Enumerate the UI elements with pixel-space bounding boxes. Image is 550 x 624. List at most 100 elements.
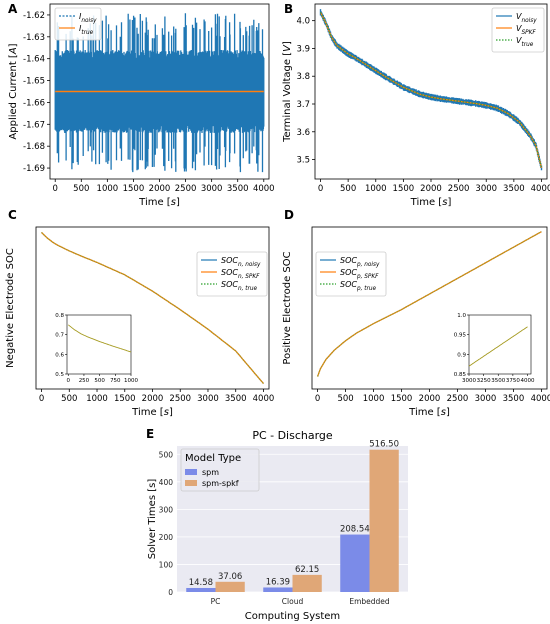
x-tick-label: 1500 [391,394,413,404]
chart-title: PC - Discharge [252,429,333,442]
inset-y-tick-label: 0.7 [55,333,64,339]
bar-data-label: 37.06 [218,572,242,582]
y-axis-label: Applied Current [A] [8,43,19,139]
x-tick-label: 1500 [123,184,145,194]
bar-data-label: 14.58 [189,578,213,588]
inset-x-tick-label: 500 [94,378,105,384]
legend-entry: Vtrue [516,36,534,48]
x-tick-label: 0 [39,394,44,404]
bar-spm-cloud [263,587,293,592]
legend-box [196,251,268,297]
y-tick-label: -1.62 [23,11,45,21]
y-tick-label: 4.0 [296,17,310,27]
x-tick-label: 4000 [253,394,275,404]
legend-entry: Itrue [79,24,94,36]
x-tick-label: 3500 [227,184,249,194]
inset-x-tick-label: 3500 [491,378,505,384]
y-tick-label: -1.63 [23,33,45,43]
inset-frame [66,314,132,375]
y-tick-label: -1.68 [23,142,45,152]
y-tick-label: -1.67 [23,120,45,130]
x-tick-label: Cloud [282,597,304,606]
panel-label-c: C [8,208,17,222]
panel-label-b: B [284,2,293,16]
legend-entry: VSPKF [516,24,536,36]
inset-x-tick-label: 1000 [124,378,138,384]
legend-box [54,7,102,41]
x-tick-label: 1000 [363,394,385,404]
x-tick-label: 2500 [447,394,469,404]
y-axis-label: Negative Electrode SOC [5,248,16,368]
x-tick-label: 3500 [503,184,525,194]
inset-y-tick-label: 0.95 [454,333,467,339]
x-tick-label: 3000 [475,394,497,404]
bar-data-label: 516.50 [369,440,399,450]
legend-swatch [185,469,197,475]
x-axis-label: Time [s] [410,197,452,208]
y-tick-label: 300 [159,505,174,514]
inset-y-tick-label: 0.8 [55,313,64,319]
panel-label-a: A [8,2,18,16]
x-axis-label: Time [s] [408,407,450,418]
x-tick-label: 2000 [142,394,164,404]
legend-entry: SOCn, SPKF [221,268,260,280]
y-tick-label: -1.66 [23,98,45,108]
bar-data-label: 16.39 [266,577,290,587]
inset-y-tick-label: 0.6 [55,352,64,358]
bar-data-label: 62.15 [295,565,319,575]
legend-entry: Inoisy [79,12,97,24]
inset-series-soc [468,326,528,367]
x-tick-label: 500 [337,394,353,404]
y-tick-label: 3.7 [296,100,310,110]
x-tick-label: 2500 [169,394,191,404]
x-axis-label: Time [s] [138,197,180,208]
x-tick-label: 1500 [393,184,415,194]
inset-x-tick-label: 250 [79,378,90,384]
y-tick-label: 500 [159,450,174,459]
x-tick-label: 3000 [201,184,223,194]
x-tick-label: 1500 [114,394,136,404]
bar-spm-spkf-embedded [369,449,399,592]
y-tick-label: 0 [168,588,173,597]
x-axis-label: Computing System [245,611,340,622]
legend-entry: SOCn, true [221,280,258,292]
x-tick-label: 2000 [149,184,171,194]
chart-panel-d: 0 500 1000 1500 2000 2500 3000 3500 4000 Time [s]… [282,226,550,418]
y-axis-label: Terminal Voltage [V] [282,41,293,143]
legend-box [180,448,260,492]
y-tick-label: 400 [159,478,174,487]
inset-y-tick-label: 0.9 [457,352,466,358]
y-tick-label: 3.6 [296,128,310,138]
panel-label-e: E [146,427,154,441]
x-tick-label: 500 [73,184,89,194]
bar-spm-pc [186,587,216,592]
inset-x-tick-label: 0 [67,378,71,384]
bar-spm-embedded [340,534,370,592]
legend-box [315,251,387,297]
x-tick-label: 4000 [253,184,275,194]
x-tick-label: 1000 [365,184,387,194]
inset-x-tick-label: 750 [110,378,121,384]
legend-title: Model Type [185,453,241,464]
x-tick-label: 500 [61,394,77,404]
legend-entry: SOCp, noisy [340,256,380,268]
y-tick-label: 100 [159,560,174,569]
x-tick-label: PC [211,597,221,606]
x-tick-label: 2000 [419,394,441,404]
x-tick-label: 4000 [531,184,550,194]
x-tick-label: 3500 [225,394,247,404]
inset-y-tick-label: 1.0 [457,313,466,319]
legend-entry: spm [202,468,219,477]
inset-frame [468,314,532,375]
x-tick-label: 2500 [448,184,470,194]
x-tick-label: 0 [53,184,58,194]
x-tick-label: Embedded [349,597,390,606]
inset-y-tick-label: 0.5 [55,372,64,378]
x-tick-label: 2500 [175,184,197,194]
chart-panel-a: 0 500 1000 1500 2000 2500 3000 3500 4000 -1.62 -1.… [8,3,275,208]
legend-entry: SOCp, true [340,280,377,292]
x-tick-label: 2000 [420,184,442,194]
x-tick-label: 3000 [475,184,497,194]
